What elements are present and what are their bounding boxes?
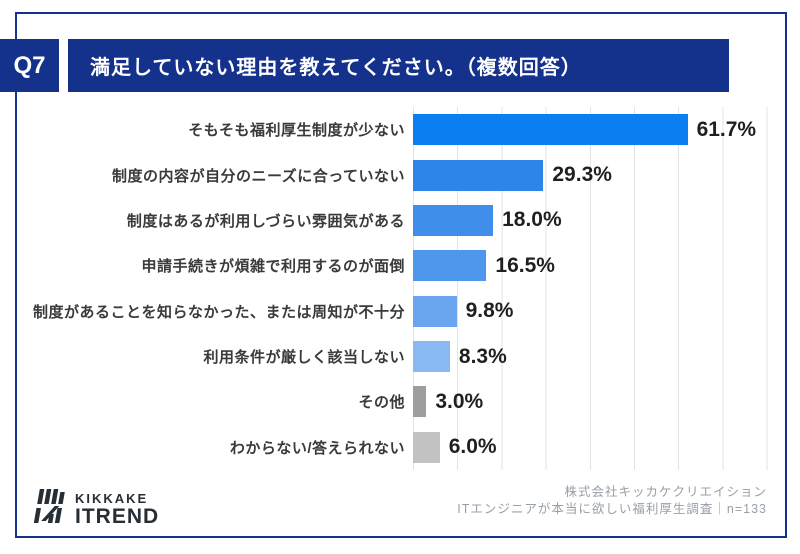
category-label: その他	[358, 394, 405, 412]
kikkake-trend-logo: KIKKAKE ITREND	[33, 488, 159, 531]
bar	[413, 295, 457, 327]
chart-row: わからない/答えられない 6.0%	[30, 425, 770, 470]
chart-row: 申請手続きが煩雑で利用するのが面倒 16.5%	[30, 243, 770, 288]
value-label: 9.8%	[465, 299, 514, 323]
value-label: 3.0%	[435, 389, 484, 413]
bar-track: 6.0%	[413, 431, 769, 463]
category-label: 申請手続きが煩雑で利用するのが面倒	[141, 258, 405, 276]
slide-border	[15, 12, 787, 538]
logo-line2: ITREND	[75, 505, 160, 528]
category-label: そもそも福利厚生制度が少ない	[188, 122, 405, 140]
value-label: 16.5%	[495, 253, 555, 277]
bar	[413, 431, 440, 463]
source-company: 株式会社キッカケクリエイション	[564, 485, 767, 499]
title-bar: 満足していない理由を教えてください。（複数回答）	[68, 39, 729, 92]
bar	[413, 386, 427, 418]
page-title: 満足していない理由を教えてください。（複数回答）	[90, 57, 582, 79]
chart-row: 制度はあるが利用しづらい雰囲気がある 18.0%	[30, 198, 770, 243]
bar-track: 61.7%	[413, 114, 769, 146]
bar-track: 3.0%	[413, 386, 769, 418]
bar-track: 8.3%	[413, 341, 769, 373]
bar-chart: そもそも福利厚生制度が少ない 61.7% 制度の内容が自分のニーズに合っていない 29…	[30, 107, 770, 470]
bar	[413, 159, 544, 191]
category-label: 制度の内容が自分のニーズに合っていない	[111, 167, 405, 185]
bar-track: 29.3%	[413, 159, 769, 191]
source-survey: ITエンジニアが本当に欲しい福利厚生調査｜n=133	[457, 501, 767, 516]
value-label: 8.3%	[458, 344, 507, 368]
bar	[413, 250, 487, 282]
bar-track: 18.0%	[413, 204, 769, 236]
logo-line1: KIKKAKE	[75, 491, 149, 506]
chart-row: そもそも福利厚生制度が少ない 61.7%	[30, 107, 770, 152]
chart-row: 制度があることを知らなかった、または周知が不十分 9.8%	[30, 289, 770, 334]
chart-row: 利用条件が厳しく該当しない 8.3%	[30, 334, 770, 379]
question-number-badge: Q7	[0, 39, 59, 92]
category-label: わからない/答えられない	[229, 439, 405, 457]
question-number: Q7	[13, 51, 46, 79]
value-label: 61.7%	[696, 117, 757, 141]
chart-row: 制度の内容が自分のニーズに合っていない 29.3%	[30, 152, 770, 197]
bar-track: 16.5%	[413, 250, 769, 282]
chart-rows: そもそも福利厚生制度が少ない 61.7% 制度の内容が自分のニーズに合っていない 29…	[30, 107, 770, 470]
logo-text: KIKKAKE ITREND	[75, 492, 159, 527]
category-label: 利用条件が厳しく該当しない	[203, 349, 405, 367]
value-label: 18.0%	[502, 208, 562, 232]
bar	[413, 341, 450, 373]
value-label: 6.0%	[448, 435, 497, 459]
value-label: 29.3%	[552, 163, 612, 187]
logo-bars-icon	[33, 488, 68, 531]
bar	[413, 204, 494, 236]
category-label: 制度はあるが利用しづらい雰囲気がある	[126, 212, 405, 230]
source-note: 株式会社キッカケクリエイション ITエンジニアが本当に欲しい福利厚生調査｜n=1…	[457, 484, 767, 518]
bar	[413, 114, 688, 146]
bar-track: 9.8%	[413, 295, 769, 327]
chart-row: その他 3.0%	[30, 379, 770, 424]
category-label: 制度があることを知らなかった、または周知が不十分	[32, 303, 405, 321]
